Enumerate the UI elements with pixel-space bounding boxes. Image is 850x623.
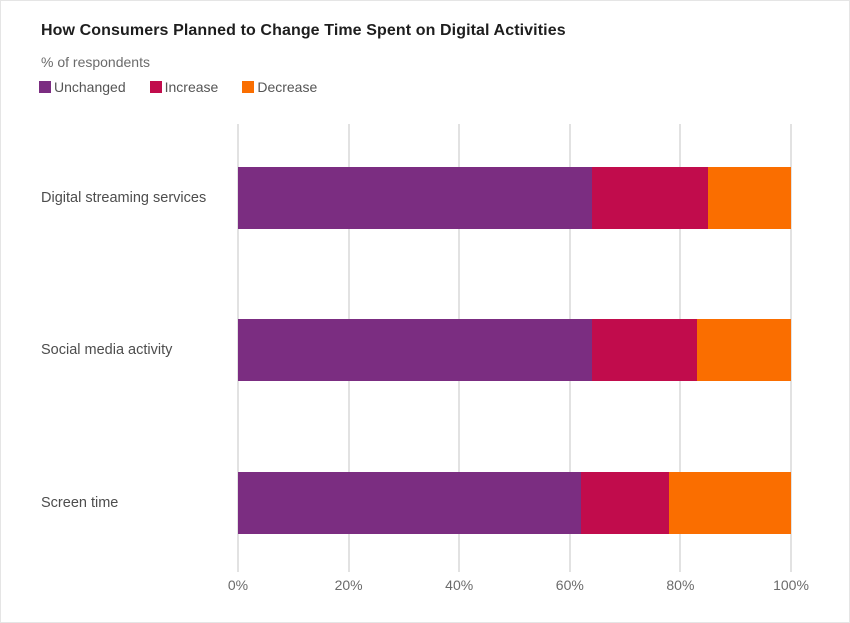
bar-segment-decrease xyxy=(708,167,791,229)
legend-item-unchanged: Unchanged xyxy=(39,79,126,95)
legend-swatch-unchanged xyxy=(39,81,51,93)
legend-item-label: Decrease xyxy=(257,79,318,95)
bar-segment-increase xyxy=(580,472,670,534)
bar-segment-unchanged xyxy=(238,472,581,534)
bar-segment-increase xyxy=(591,167,709,229)
x-axis-label: 0% xyxy=(227,577,249,593)
legend-item-decrease: Decrease xyxy=(242,79,317,95)
bar-segment-decrease xyxy=(696,319,791,381)
legend: Unchanged Increase Decrease xyxy=(39,79,317,95)
legend-swatch-increase xyxy=(149,81,162,93)
category-label: Social media activity xyxy=(41,342,173,358)
x-axis-label: 40% xyxy=(445,577,474,593)
x-axis-label: 60% xyxy=(555,577,584,593)
legend-swatch-decrease xyxy=(242,81,255,93)
x-axis-label: 80% xyxy=(666,577,695,593)
bar-segment-unchanged xyxy=(238,319,592,381)
legend-item-label: Unchanged xyxy=(54,79,126,95)
plot-area xyxy=(237,124,792,572)
bar-row-1 xyxy=(238,167,791,229)
category-label: Screen time xyxy=(41,495,119,511)
chart-subtitle: % of respondents xyxy=(41,54,150,70)
bar-row-2 xyxy=(238,319,791,381)
legend-item-label: Increase xyxy=(164,79,219,95)
bar-segment-increase xyxy=(591,319,697,381)
bar-row-3 xyxy=(238,472,791,534)
x-axis-label: 100% xyxy=(773,577,809,593)
legend-item-increase: Increase xyxy=(149,79,219,95)
bar-segment-decrease xyxy=(669,472,791,534)
category-label: Digital streaming services xyxy=(41,190,207,206)
gridline-100pct xyxy=(790,124,792,572)
x-axis-label: 20% xyxy=(334,577,363,593)
chart-title: How Consumers Planned to Change Time Spe… xyxy=(41,22,566,39)
bar-segment-unchanged xyxy=(238,167,592,229)
